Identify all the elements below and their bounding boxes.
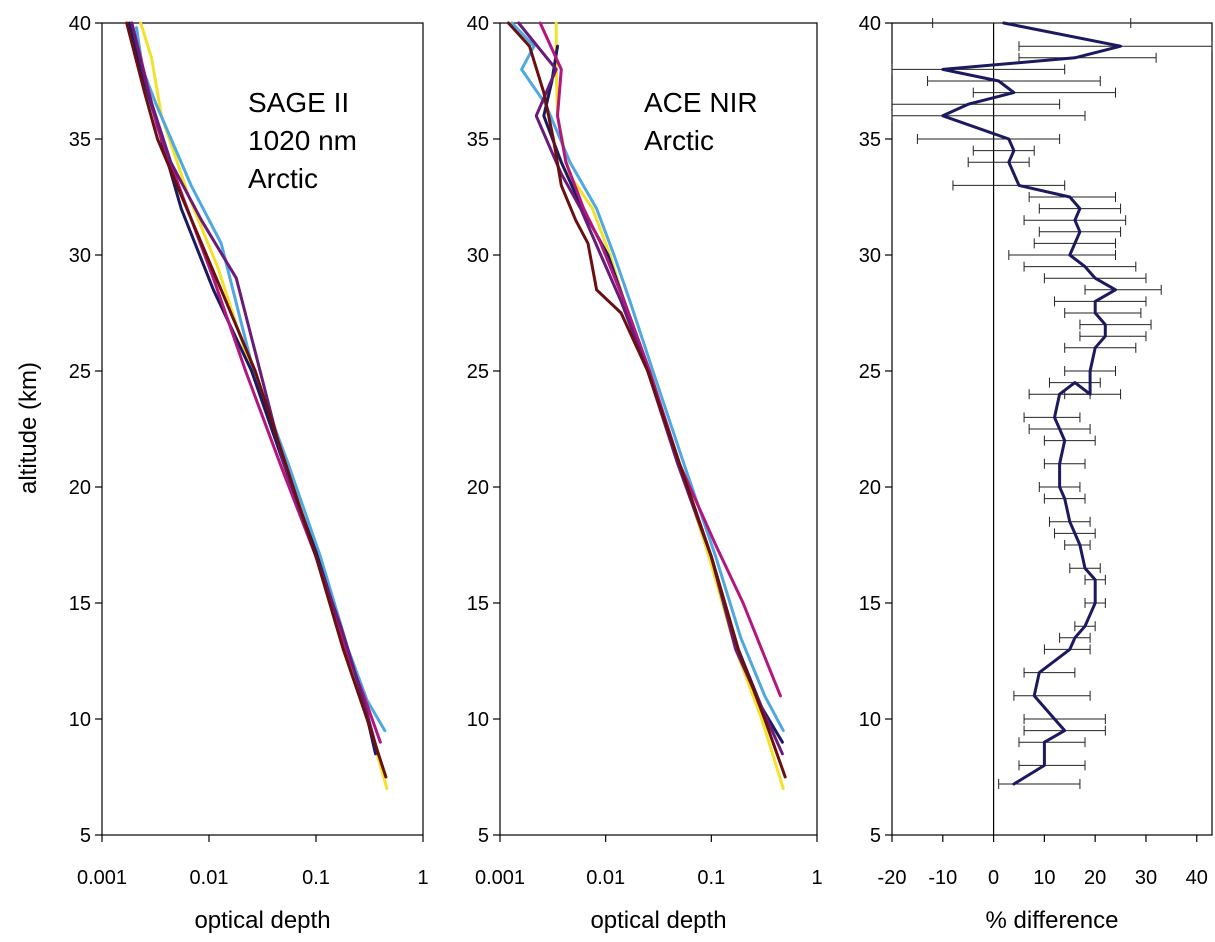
y-tick-label: 30 bbox=[859, 245, 881, 267]
annotation-line: ACE NIR bbox=[644, 87, 758, 118]
y-tick-label: 10 bbox=[69, 709, 91, 731]
x-tick-label: 0 bbox=[988, 867, 999, 889]
annotation-line: Arctic bbox=[644, 125, 714, 156]
annotation-line: SAGE II bbox=[248, 87, 349, 118]
y-tick-label: 20 bbox=[467, 477, 489, 499]
y-tick-label: 15 bbox=[467, 593, 489, 615]
y-tick-label: 20 bbox=[69, 477, 91, 499]
y-tick-label: 40 bbox=[859, 13, 881, 35]
x-tick-label: 20 bbox=[1084, 867, 1106, 889]
x-tick-label: 10 bbox=[1033, 867, 1055, 889]
y-tick-label: 25 bbox=[467, 361, 489, 383]
x-axis-label: optical depth bbox=[590, 907, 726, 934]
y-tick-label: 25 bbox=[859, 361, 881, 383]
y-tick-label: 25 bbox=[69, 361, 91, 383]
x-axis-label: optical depth bbox=[194, 907, 330, 934]
y-tick-label: 35 bbox=[859, 129, 881, 151]
y-tick-label: 5 bbox=[478, 825, 489, 847]
x-tick-label: 0.001 bbox=[475, 867, 525, 889]
y-tick-label: 30 bbox=[467, 245, 489, 267]
x-tick-label: 0.1 bbox=[697, 867, 725, 889]
y-axis-label: altitude (km) bbox=[15, 362, 42, 494]
chart-panel-1: 5 10 15 20 25 30 35 40 0.001 0.01 0.1 1 optical dept… bbox=[69, 13, 429, 934]
x-tick-label: 0.01 bbox=[586, 867, 625, 889]
x-tick-label: 1 bbox=[417, 867, 428, 889]
y-tick-label: 10 bbox=[467, 709, 489, 731]
x-tick-label: 30 bbox=[1135, 867, 1157, 889]
x-tick-label: 0.01 bbox=[190, 867, 229, 889]
x-axis-label: % difference bbox=[986, 907, 1119, 934]
y-tick-label: 40 bbox=[69, 13, 91, 35]
series-line-4 bbox=[540, 23, 780, 696]
x-tick-label: 0.1 bbox=[302, 867, 330, 889]
x-tick-label: 0.001 bbox=[77, 867, 127, 889]
y-tick-label: 35 bbox=[467, 129, 489, 151]
annotation-line: Arctic bbox=[248, 163, 318, 194]
y-tick-label: 35 bbox=[69, 129, 91, 151]
x-tick-label: 1 bbox=[811, 867, 822, 889]
y-tick-label: 15 bbox=[69, 593, 91, 615]
x-tick-label: -20 bbox=[878, 867, 907, 889]
y-tick-label: 30 bbox=[69, 245, 91, 267]
y-tick-label: 5 bbox=[80, 825, 91, 847]
y-tick-label: 15 bbox=[859, 593, 881, 615]
y-tick-label: 5 bbox=[870, 825, 881, 847]
y-tick-label: 10 bbox=[859, 709, 881, 731]
annotation-line: 1020 nm bbox=[248, 125, 357, 156]
chart-panel-2: 5 10 15 20 25 30 35 40 0.001 0.01 0.1 1 optical dept… bbox=[467, 13, 823, 934]
x-tick-label: -10 bbox=[928, 867, 957, 889]
series-line-1 bbox=[943, 23, 1121, 784]
y-tick-label: 20 bbox=[859, 477, 881, 499]
y-tick-label: 40 bbox=[467, 13, 489, 35]
chart-panel-3: 5 10 15 20 25 30 35 40 -20 -10 0 10 20 30 40 % differen… bbox=[859, 13, 1212, 934]
x-tick-label: 40 bbox=[1186, 867, 1208, 889]
